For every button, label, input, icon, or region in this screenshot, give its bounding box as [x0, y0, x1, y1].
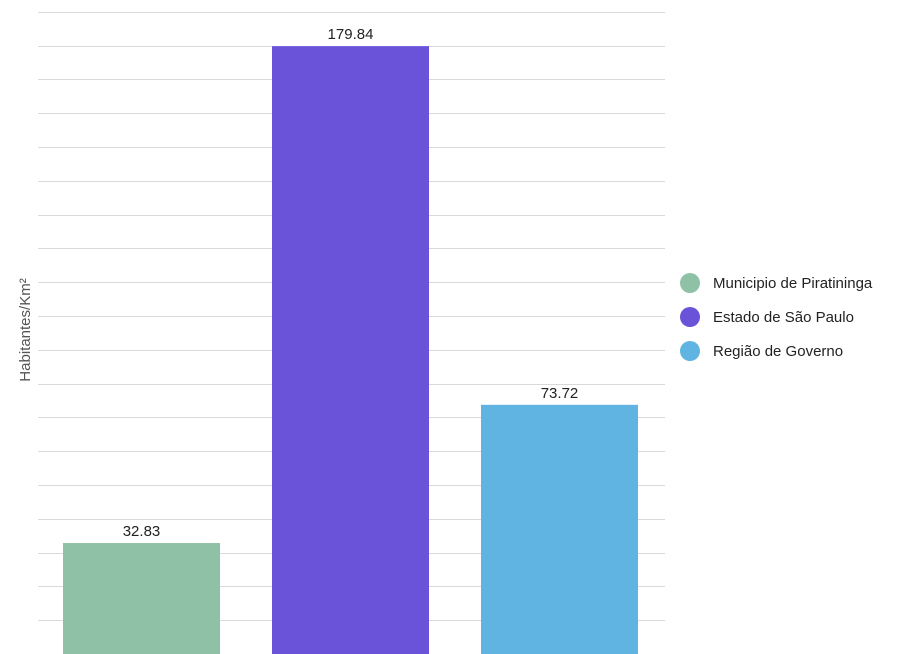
value-labels: 32.83 179.84 73.72 [123, 26, 579, 540]
legend-marker-icon [680, 341, 700, 361]
y-axis-title: Habitantes/Km² [17, 278, 34, 381]
bar[interactable] [272, 46, 429, 654]
data-label: 179.84 [328, 26, 374, 43]
data-label: 32.83 [123, 523, 161, 540]
legend-item-regiao-governo[interactable]: Região de Governo [680, 334, 872, 368]
legend: Municipio de Piratininga Estado de São P… [680, 266, 872, 368]
legend-marker-icon [680, 307, 700, 327]
bar[interactable] [481, 404, 638, 654]
bar[interactable] [63, 543, 220, 654]
bar-chart: 32.83 179.84 73.72 Habitantes/Km² [17, 12, 665, 654]
legend-marker-icon [680, 273, 700, 293]
data-label: 73.72 [541, 385, 579, 402]
legend-label: Estado de São Paulo [713, 308, 854, 326]
bars [63, 46, 638, 654]
legend-item-estado-sao-paulo[interactable]: Estado de São Paulo [680, 300, 872, 334]
legend-label: Região de Governo [713, 342, 844, 360]
legend-label: Municipio de Piratininga [713, 274, 873, 292]
legend-item-piratininga[interactable]: Municipio de Piratininga [680, 266, 872, 300]
